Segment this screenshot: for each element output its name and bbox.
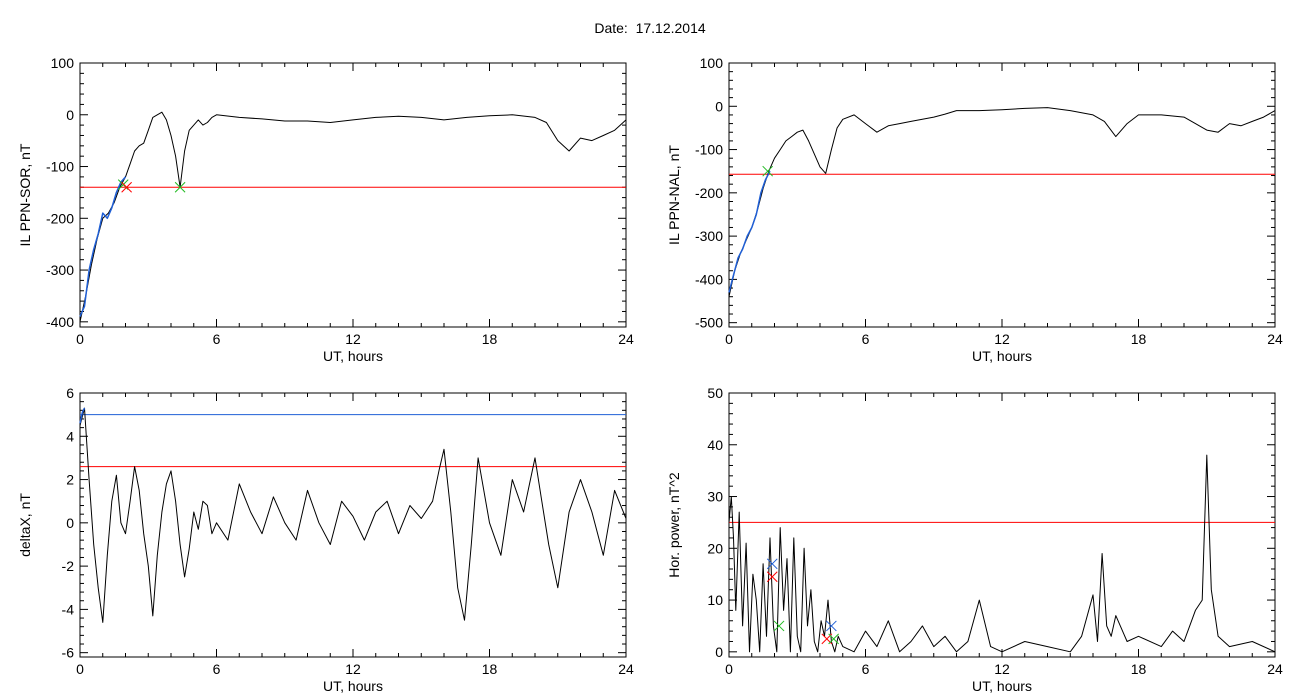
cross-marker-stroke: [121, 181, 132, 193]
y-axis-label: deltaX, nT: [17, 493, 33, 557]
data-line: [728, 107, 1276, 297]
x-tick-label: 18: [482, 331, 498, 347]
y-tick-label: -100: [46, 159, 74, 175]
y-tick-label: -200: [695, 185, 723, 201]
y-axis-label: IL PPN-SOR, nT: [17, 143, 33, 246]
y-tick-label: 6: [66, 385, 74, 401]
x-tick-label: 6: [862, 331, 870, 347]
x-tick-label: 12: [345, 331, 361, 347]
panel-ppn-nal: 0 6 12 18 24 -500 -400 -300 -200 -100 0 100 UT, hour…: [666, 55, 1283, 364]
plot-frame: [79, 392, 627, 658]
y-axis-label: IL PPN-NAL, nT: [666, 145, 682, 245]
y-tick-label: 100: [700, 55, 724, 71]
cross-marker: [766, 558, 778, 570]
y-tick-label: -300: [695, 228, 723, 244]
panel-ppn-sor: 0 6 12 18 24 -400 -300 -200 -100 0 100 UT, hours IL …: [17, 55, 634, 364]
y-tick-label: 50: [707, 385, 723, 401]
x-tick-label: 18: [1131, 661, 1147, 677]
data-line: [79, 407, 627, 623]
highlight-line: [79, 407, 86, 424]
y-tick-label: -400: [46, 314, 74, 330]
y-tick-label: -200: [46, 210, 74, 226]
y-tick-label: -400: [695, 271, 723, 287]
x-tick-label: 12: [994, 331, 1010, 347]
x-tick-label: 24: [618, 661, 634, 677]
y-tick-label: 0: [715, 98, 723, 114]
y-tick-label: 0: [66, 515, 74, 531]
x-tick-label: 12: [994, 661, 1010, 677]
x-axis-label: UT, hours: [323, 678, 383, 694]
x-axis-label: UT, hours: [323, 348, 383, 364]
y-tick-label: 30: [707, 489, 723, 505]
x-tick-label: 24: [1267, 331, 1283, 347]
y-tick-label: -500: [695, 315, 723, 331]
y-tick-label: -100: [695, 142, 723, 158]
data-line: [79, 111, 627, 322]
y-tick-label: 2: [66, 472, 74, 488]
x-tick-label: 18: [482, 661, 498, 677]
x-tick-label: 6: [213, 661, 221, 677]
data-line: [728, 454, 1276, 653]
x-tick-label: 12: [345, 661, 361, 677]
cross-marker: [828, 633, 840, 645]
x-tick-label: 24: [618, 331, 634, 347]
cross-marker-stroke: [828, 633, 840, 645]
y-tick-label: -6: [62, 645, 75, 661]
cross-marker-stroke: [826, 620, 837, 632]
cross-marker-stroke: [766, 558, 778, 570]
cross-marker: [762, 165, 774, 177]
plot-frame: [79, 62, 627, 328]
x-tick-label: 0: [725, 661, 733, 677]
x-tick-label: 6: [862, 661, 870, 677]
y-tick-label: 10: [707, 592, 723, 608]
x-tick-label: 6: [213, 331, 221, 347]
cross-marker: [174, 181, 186, 193]
page-title: Date: 17.12.2014: [0, 20, 1300, 36]
panel-hor-power: 0 6 12 18 24 0 10 20 30 40 50 UT, hours Hor. power, …: [666, 385, 1283, 694]
y-tick-label: 40: [707, 437, 723, 453]
date-value: 17.12.2014: [635, 20, 706, 36]
cross-marker: [121, 181, 132, 193]
x-tick-label: 18: [1131, 331, 1147, 347]
highlight-line: [728, 170, 771, 293]
y-tick-label: 4: [66, 428, 74, 444]
date-label: Date:: [594, 20, 628, 36]
y-tick-label: 0: [66, 107, 74, 123]
cross-marker-stroke: [117, 179, 129, 191]
cross-marker-stroke: [762, 165, 774, 177]
x-axis-label: UT, hours: [972, 348, 1032, 364]
x-axis-label: UT, hours: [972, 678, 1032, 694]
cross-marker-stroke: [174, 181, 186, 193]
plot-frame: [728, 62, 1276, 328]
y-tick-label: 0: [715, 644, 723, 660]
x-tick-label: 24: [1267, 661, 1283, 677]
y-axis-label: Hor. power, nT^2: [666, 472, 682, 578]
x-tick-label: 0: [725, 331, 733, 347]
y-tick-label: -300: [46, 262, 74, 278]
cross-marker-stroke: [766, 571, 778, 583]
highlight-line: [79, 176, 127, 317]
y-tick-label: -2: [62, 558, 75, 574]
y-tick-label: 100: [51, 55, 75, 71]
cross-marker: [826, 620, 837, 632]
y-tick-label: -4: [62, 601, 75, 617]
cross-marker-stroke: [773, 620, 785, 632]
x-tick-label: 0: [76, 661, 84, 677]
y-tick-label: 20: [707, 540, 723, 556]
cross-marker: [766, 571, 778, 583]
cross-marker: [773, 620, 785, 632]
x-tick-label: 0: [76, 331, 84, 347]
